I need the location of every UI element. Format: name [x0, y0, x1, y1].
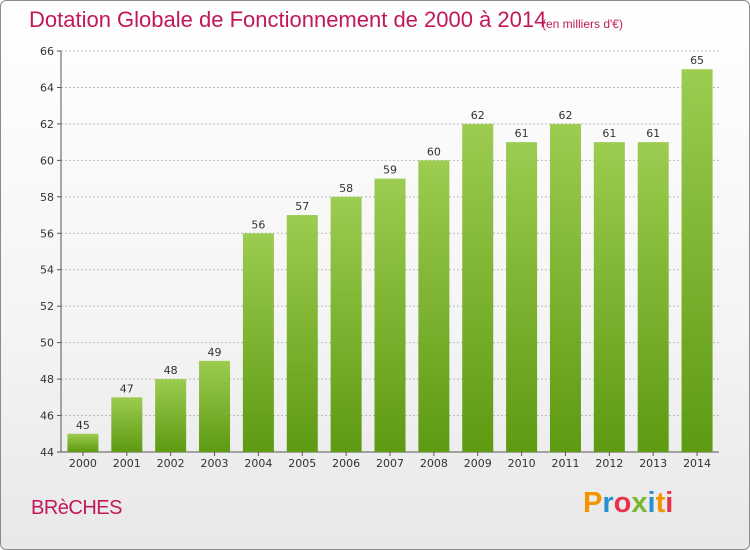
y-tick-label: 52 [40, 300, 54, 313]
logo-letter: P [583, 487, 603, 519]
data-label: 61 [515, 127, 529, 140]
x-tick-label: 2002 [157, 457, 185, 470]
logo-letter: i [665, 487, 674, 519]
logo-letter: x [631, 487, 648, 519]
data-label: 47 [120, 382, 134, 395]
bar [549, 123, 581, 452]
y-tick-label: 46 [40, 410, 54, 423]
bar [462, 123, 494, 452]
data-label: 45 [76, 419, 90, 432]
y-tick-label: 64 [40, 81, 54, 94]
data-label: 62 [558, 109, 572, 122]
bar [242, 233, 274, 452]
x-tick-label: 2013 [639, 457, 667, 470]
bar [593, 142, 625, 453]
y-tick-label: 60 [40, 154, 54, 167]
data-label: 65 [690, 54, 704, 67]
x-tick-label: 2001 [113, 457, 141, 470]
x-tick-label: 2000 [69, 457, 97, 470]
chart-title: Dotation Globale de Fonctionnement de 20… [29, 7, 547, 32]
logo-letter: t [655, 487, 666, 519]
data-label: 57 [295, 200, 309, 213]
bar [67, 433, 99, 452]
y-tick-label: 66 [40, 45, 54, 58]
data-label: 56 [251, 218, 265, 231]
bar [637, 142, 669, 453]
data-label: 59 [383, 164, 397, 177]
x-tick-label: 2004 [244, 457, 272, 470]
x-tick-label: 2014 [683, 457, 711, 470]
y-tick-labels: 44 46 48 50 52 54 56 58 60 62 64 66 [40, 45, 54, 459]
bar [286, 215, 318, 452]
data-labels: 45 47 48 49 56 57 58 59 60 62 61 62 61 61 65 [76, 54, 704, 432]
y-tick-label: 50 [40, 337, 54, 350]
y-tick-label: 44 [40, 446, 54, 459]
commune-name: BRèCHES [31, 497, 122, 519]
bar [506, 142, 538, 453]
x-tick-label: 2012 [595, 457, 623, 470]
y-tick-label: 62 [40, 118, 54, 131]
x-tick-label: 2010 [508, 457, 536, 470]
logo-letter: o [613, 487, 632, 519]
proxiti-logo[interactable]: Proxiti [583, 487, 673, 520]
x-tick-label: 2007 [376, 457, 404, 470]
bar [199, 360, 231, 452]
chart-unit: (en milliers d'€) [542, 17, 623, 31]
data-label: 62 [471, 109, 485, 122]
x-tick-label: 2011 [551, 457, 579, 470]
y-tick-label: 54 [40, 264, 54, 277]
data-label: 61 [602, 127, 616, 140]
data-label: 58 [339, 182, 353, 195]
bar [681, 69, 713, 453]
data-label: 48 [164, 364, 178, 377]
bar [330, 196, 362, 452]
x-tick-label: 2009 [464, 457, 492, 470]
bar [155, 379, 187, 452]
y-tick-label: 48 [40, 373, 54, 386]
x-tick-label: 2006 [332, 457, 360, 470]
bars [67, 69, 713, 453]
data-label: 49 [208, 346, 222, 359]
bar [374, 178, 406, 452]
y-tick-label: 58 [40, 191, 54, 204]
x-tick-labels: 2000 2001 2002 2003 2004 2005 2006 2007 2008 2009… [69, 457, 711, 470]
bar [418, 160, 450, 452]
y-tick-label: 56 [40, 227, 54, 240]
bar [111, 397, 143, 452]
x-tick-label: 2005 [288, 457, 316, 470]
logo-letter: i [647, 487, 656, 519]
logo-letter: r [602, 487, 614, 519]
data-label: 61 [646, 127, 660, 140]
data-label: 60 [427, 145, 441, 158]
x-tick-label: 2008 [420, 457, 448, 470]
x-tick-label: 2003 [201, 457, 229, 470]
